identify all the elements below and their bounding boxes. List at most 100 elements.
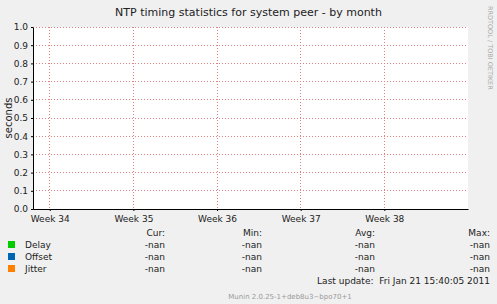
legend: Cur: Min: Avg: Max: Delay -nan -nan -nan -nan Off… <box>8 228 490 274</box>
y-tick-label: 0.1 <box>14 186 28 196</box>
legend-stat: -nan <box>470 252 490 262</box>
y-tick: 1.0 <box>14 22 33 32</box>
grid-line-y <box>33 27 468 28</box>
y-tick: 0.0 <box>14 204 33 214</box>
y-tick: 0.3 <box>14 150 33 160</box>
y-tick-label: 0.3 <box>14 150 28 160</box>
legend-swatch <box>8 265 15 272</box>
y-tick-mark <box>31 100 33 101</box>
y-axis: 0.0 0.1 0.2 0.3 0.4 0.5 0.6 0.7 0.8 0.9 1.0 <box>14 22 34 214</box>
legend-stat: -nan <box>242 264 262 274</box>
grid-line-y <box>33 190 468 191</box>
footer: Munin 2.0.25-1+deb8u3~bpo70+1 <box>228 293 351 301</box>
y-tick: 0.5 <box>14 113 33 123</box>
y-tick: 0.1 <box>14 186 33 196</box>
y-tick-mark <box>31 154 33 155</box>
x-axis: Week 34 Week 35 Week 36 Week 37 Week 38 <box>31 209 469 224</box>
y-tick-label: 0.7 <box>14 77 28 87</box>
x-tick: Week 38 <box>365 209 404 224</box>
x-tick-label: Week 38 <box>365 214 404 224</box>
grid <box>33 27 468 209</box>
watermark: RRDTOOL / TOBI OETIKER <box>486 6 494 90</box>
grid-line-y <box>33 209 468 210</box>
legend-column-header: Avg: <box>355 228 375 238</box>
y-axis-title: seconds <box>3 98 14 139</box>
legend-column-header: Cur: <box>146 228 165 238</box>
grid-line-x <box>49 27 50 209</box>
y-tick-mark <box>31 63 33 64</box>
y-tick-label: 0.8 <box>14 59 29 69</box>
title: NTP timing statistics for system peer - … <box>115 6 382 19</box>
y-tick-label: 1.0 <box>14 22 29 32</box>
legend-stat: -nan <box>145 240 165 250</box>
y-tick: 0.8 <box>14 59 33 69</box>
x-tick: Week 34 <box>31 209 70 224</box>
y-tick-label: 0.0 <box>14 204 29 214</box>
grid-line-x <box>300 27 301 209</box>
legend-swatch <box>8 241 15 248</box>
grid-line-y <box>33 81 468 82</box>
y-tick-mark <box>31 45 33 46</box>
legend-stat: -nan <box>145 252 165 262</box>
grid-line-y <box>33 118 468 119</box>
legend-swatch <box>8 253 15 260</box>
y-tick: 0.7 <box>14 77 33 87</box>
x-tick: Week 35 <box>114 209 153 224</box>
y-tick-mark <box>31 209 33 210</box>
y-tick-mark <box>31 173 33 174</box>
legend-column-header: Max: <box>468 228 490 238</box>
y-tick-label: 0.6 <box>14 95 29 105</box>
y-tick-label: 0.4 <box>14 132 29 142</box>
x-tick-mark <box>217 209 218 211</box>
legend-stat: -nan <box>470 264 490 274</box>
legend-stat: -nan <box>470 240 490 250</box>
x-tick-label: Week 34 <box>31 214 70 224</box>
y-axis-line <box>33 28 34 210</box>
grid-line-x <box>217 27 218 209</box>
y-tick-label: 0.9 <box>14 41 29 51</box>
plot-area <box>33 27 468 209</box>
y-tick-label: 0.2 <box>14 168 28 178</box>
y-tick: 0.4 <box>14 132 33 142</box>
x-tick-label: Week 37 <box>282 214 321 224</box>
legend-label: Delay <box>25 240 51 250</box>
grid-line-y <box>33 99 468 100</box>
legend-column-header: Min: <box>243 228 262 238</box>
x-axis-line <box>34 209 469 210</box>
x-tick-mark <box>133 209 134 211</box>
grid-line-x <box>133 27 134 209</box>
y-tick-label: 0.5 <box>14 113 28 123</box>
y-tick-mark <box>31 136 33 137</box>
y-tick-mark <box>31 118 33 119</box>
x-tick: Week 36 <box>198 209 237 224</box>
grid-line-y <box>33 136 468 137</box>
grid-line-y <box>33 172 468 173</box>
x-tick-mark <box>50 209 51 211</box>
y-tick: 0.6 <box>14 95 33 105</box>
x-tick-label: Week 35 <box>114 214 153 224</box>
legend-stat: -nan <box>355 264 375 274</box>
x-tick-mark <box>301 209 302 211</box>
legend-label: Jitter <box>24 264 47 274</box>
legend-stat: -nan <box>355 252 375 262</box>
y-tick-mark <box>31 82 33 83</box>
y-tick-mark <box>31 191 33 192</box>
grid-line-x <box>384 27 385 209</box>
last-update: Last update: Fri Jan 21 15:40:05 2011 <box>317 276 490 286</box>
legend-stat: -nan <box>242 252 262 262</box>
grid-line-y <box>33 154 468 155</box>
grid-line-y <box>33 63 468 64</box>
y-tick: 0.9 <box>14 41 33 51</box>
legend-stat: -nan <box>145 264 165 274</box>
y-tick-mark <box>31 27 33 28</box>
grid-line-y <box>33 45 468 46</box>
x-tick: Week 37 <box>282 209 321 224</box>
chart: Week 34Week 35Week 36Week 37Week 380.00.… <box>0 0 497 304</box>
background <box>0 0 497 304</box>
x-tick-mark <box>384 209 385 211</box>
legend-label: Offset <box>25 252 53 262</box>
legend-stat: -nan <box>242 240 262 250</box>
y-tick: 0.2 <box>14 168 33 178</box>
x-tick-label: Week 36 <box>198 214 237 224</box>
legend-stat: -nan <box>355 240 375 250</box>
